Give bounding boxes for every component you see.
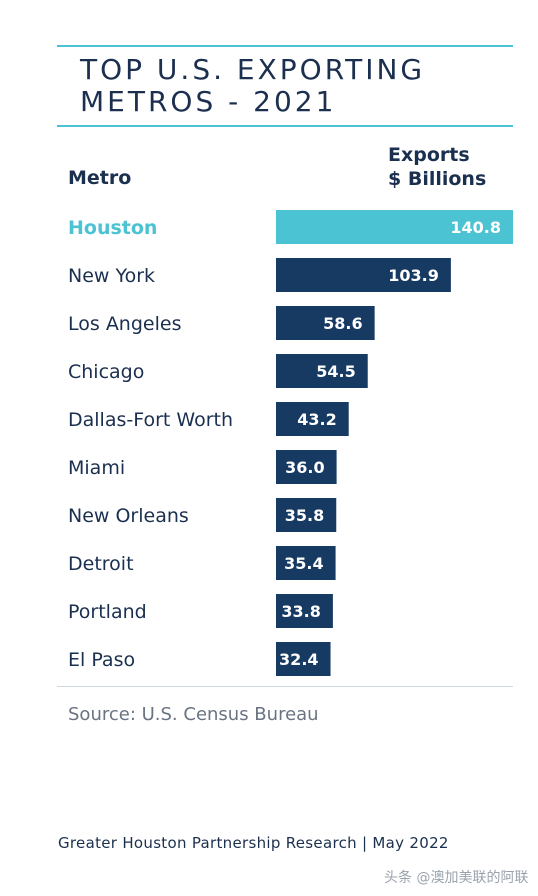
value-label-los-angeles: 58.6 bbox=[323, 314, 362, 333]
value-label-dallas-fort-worth: 43.2 bbox=[297, 410, 336, 429]
bar-new-orleans bbox=[276, 498, 337, 532]
bar-houston bbox=[276, 210, 513, 244]
category-label-los-angeles: Los Angeles bbox=[68, 313, 181, 335]
category-label-detroit: Detroit bbox=[68, 553, 134, 575]
exports-column-header: Exports $ Billions bbox=[388, 144, 487, 190]
category-label-miami: Miami bbox=[68, 457, 125, 479]
bar-detroit bbox=[276, 546, 336, 580]
bar-portland bbox=[276, 594, 333, 628]
value-label-portland: 33.8 bbox=[281, 602, 320, 621]
value-label-chicago: 54.5 bbox=[316, 362, 355, 381]
value-label-detroit: 35.4 bbox=[284, 554, 323, 573]
category-label-el-paso: El Paso bbox=[68, 649, 135, 671]
title-rule bbox=[57, 125, 513, 127]
footer-credit: Greater Houston Partnership Research | M… bbox=[58, 834, 449, 852]
bottom-rule bbox=[57, 686, 513, 687]
value-label-houston: 140.8 bbox=[450, 218, 501, 237]
watermark: 头条 @澳加美联的阿联 bbox=[384, 870, 529, 886]
category-label-new-york: New York bbox=[68, 265, 155, 287]
bar-miami bbox=[276, 450, 337, 484]
top-rule bbox=[57, 45, 513, 47]
category-label-new-orleans: New Orleans bbox=[68, 505, 189, 527]
value-label-new-orleans: 35.8 bbox=[285, 506, 324, 525]
category-label-chicago: Chicago bbox=[68, 361, 144, 383]
bar-chicago bbox=[276, 354, 368, 388]
chart-title: TOP U.S. EXPORTING METROS - 2021 bbox=[80, 53, 426, 118]
value-label-miami: 36.0 bbox=[285, 458, 324, 477]
value-label-new-york: 103.9 bbox=[388, 266, 439, 285]
bar-dallas-fort-worth bbox=[276, 402, 349, 436]
bar-el-paso bbox=[276, 642, 331, 676]
category-label-houston: Houston bbox=[68, 217, 157, 239]
category-label-dallas-fort-worth: Dallas-Fort Worth bbox=[68, 409, 233, 431]
bar-los-angeles bbox=[276, 306, 375, 340]
value-label-el-paso: 32.4 bbox=[279, 650, 318, 669]
bar-new-york bbox=[276, 258, 451, 292]
source-note: Source: U.S. Census Bureau bbox=[68, 704, 319, 725]
metro-column-header: Metro bbox=[68, 167, 132, 189]
category-label-portland: Portland bbox=[68, 601, 147, 623]
